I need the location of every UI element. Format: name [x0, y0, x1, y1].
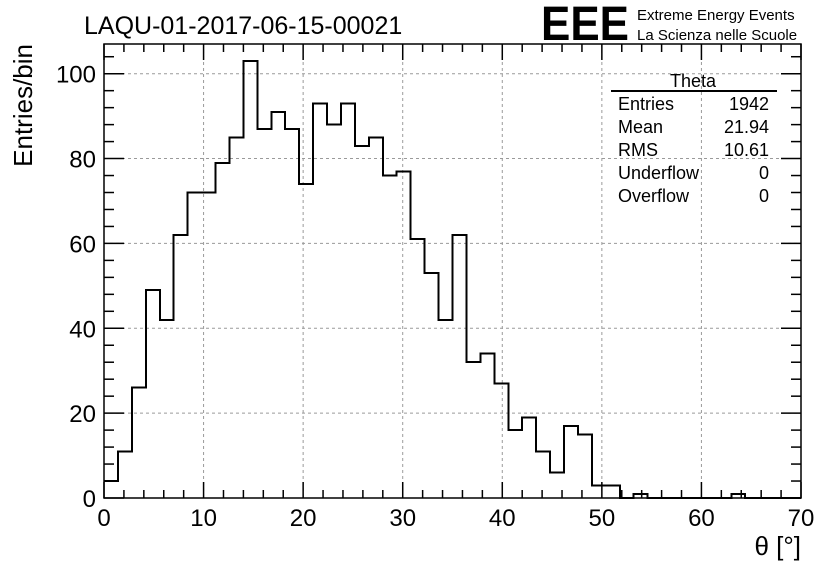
- y-axis-label: Entries/bin: [8, 44, 38, 167]
- stats-rows: Entries 1942 Mean 21.94 RMS 10.61 Underflow 0 Ov…: [618, 94, 769, 206]
- stats-row-label: Underflow: [618, 163, 700, 183]
- stats-row-label: Entries: [618, 94, 674, 114]
- stats-title: Theta: [670, 71, 717, 91]
- x-axis-label: θ [°]: [754, 531, 801, 561]
- x-tick-label: 10: [190, 505, 217, 532]
- y-tick-label: 40: [69, 316, 96, 343]
- histogram-outline: [104, 59, 801, 499]
- eee-logo: EEE: [541, 0, 629, 51]
- stats-row-value: 1942: [729, 94, 769, 114]
- y-tick-labels: 0 20 40 60 80 100: [56, 62, 96, 513]
- stats-row-label: RMS: [618, 140, 658, 160]
- plot-frame: [103, 43, 802, 499]
- eee-logo-line1: Extreme Energy Events: [637, 7, 795, 24]
- x-tick-label: 60: [688, 505, 715, 532]
- stats-row-value: 10.61: [724, 140, 769, 160]
- y-tick-label: 80: [69, 147, 96, 174]
- y-tick-label: 0: [83, 486, 96, 513]
- x-tick-label: 30: [389, 505, 416, 532]
- stats-row-value: 0: [759, 186, 769, 206]
- run-title: LAQU-01-2017-06-15-00021: [84, 12, 402, 40]
- x-tick-labels: 0 10 20 30 40 50 60 70: [97, 505, 814, 532]
- y-tick-label: 60: [69, 231, 96, 258]
- axis-ticks: [103, 44, 802, 499]
- x-tick-label: 20: [290, 505, 317, 532]
- stats-row-label: Mean: [618, 117, 663, 137]
- x-tick-label: 70: [788, 505, 815, 532]
- stats-row-value: 0: [759, 163, 769, 183]
- stats-row-value: 21.94: [724, 117, 769, 137]
- y-tick-label: 100: [56, 62, 96, 89]
- x-tick-label: 0: [97, 505, 110, 532]
- stats-box: Theta Entries 1942 Mean 21.94 RMS 10.61 Underf…: [611, 71, 777, 206]
- eee-logo-line2: La Scienza nelle Scuole: [637, 27, 797, 44]
- x-tick-label: 50: [589, 505, 616, 532]
- y-tick-label: 20: [69, 401, 96, 428]
- x-tick-label: 40: [489, 505, 516, 532]
- stats-row-label: Overflow: [618, 186, 690, 206]
